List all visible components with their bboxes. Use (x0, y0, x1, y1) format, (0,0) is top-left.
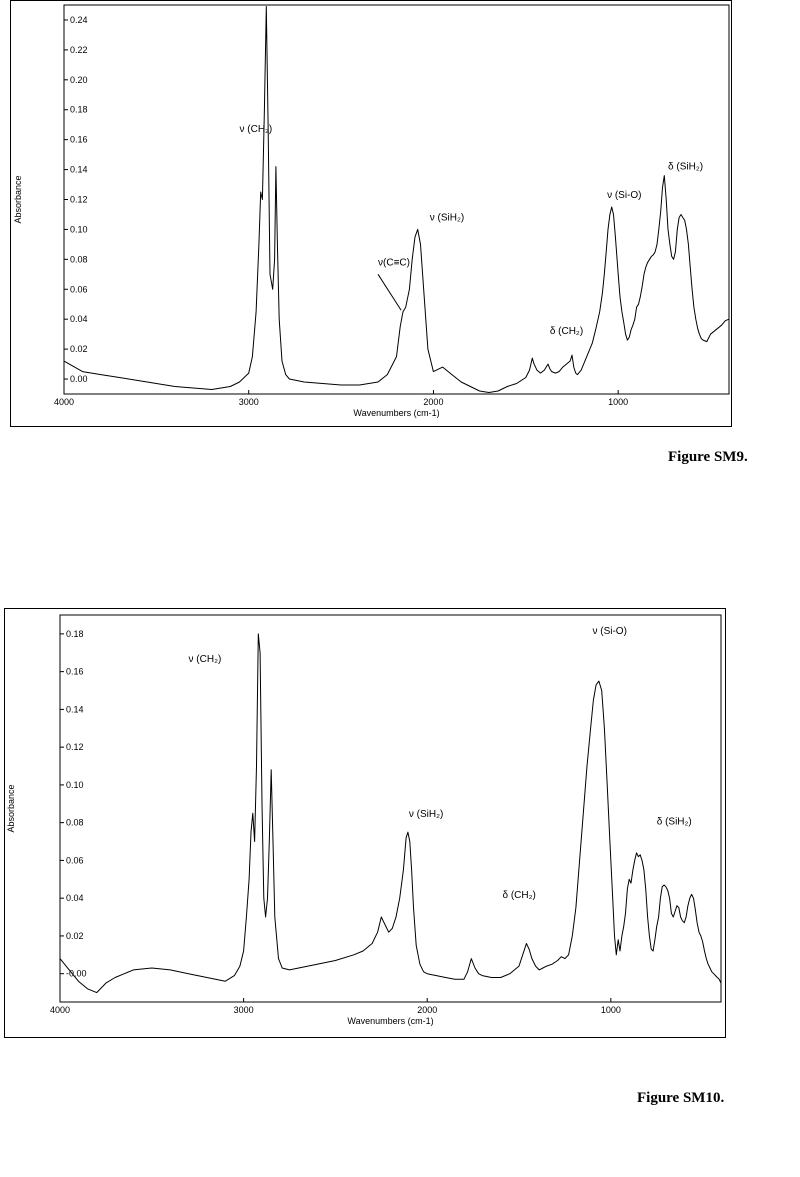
peak-annotation: δ (SiH₂) (668, 162, 703, 173)
y-tick-label: 0.20 (70, 75, 88, 85)
y-tick-label: 0.06 (66, 855, 84, 865)
chart-2-frame: -0.00 0.02 0.04 0.06 0.08 0.10 0.12 0.14 0.16 0.1… (4, 608, 726, 1038)
chart-1-frame: 0.00 0.02 0.04 0.06 0.08 0.10 0.12 0.14 0.16 0.18… (10, 0, 732, 427)
x-tick-label: 1000 (608, 397, 628, 407)
y-tick-label: 0.24 (70, 15, 88, 25)
y-tick-label: 0.22 (70, 45, 88, 55)
peak-annotation: ν(C≡C) (378, 257, 410, 268)
plot-area (59, 614, 722, 1003)
peak-annotation: ν (SiH₂) (430, 212, 464, 223)
peak-annotation: ν (CH₂) (189, 654, 222, 665)
y-tick-label: 0.06 (70, 284, 88, 294)
peak-annotation: ν (Si-O) (592, 626, 626, 637)
peak-annotation: δ (CH₂) (503, 890, 536, 901)
y-tick-label: 0.08 (70, 254, 88, 264)
chart-2-svg: -0.00 0.02 0.04 0.06 0.08 0.10 0.12 0.14 0.16 0.1… (6, 614, 722, 1026)
peak-annotation: ν (Si-O) (607, 190, 641, 201)
x-tick-label: 1000 (601, 1005, 621, 1015)
x-axis-label: Wavenumbers (cm-1) (347, 1016, 433, 1026)
chart-1-svg: 0.00 0.02 0.04 0.06 0.08 0.10 0.12 0.14 0.16 0.18… (13, 4, 730, 418)
y-tick-label: 0.16 (70, 135, 88, 145)
x-tick-label: 2000 (417, 1005, 437, 1015)
y-tick-label: 0.00 (70, 374, 88, 384)
spectrum-line (63, 6, 730, 393)
figure-caption-sm9: Figure SM9. (668, 449, 748, 465)
annotation-leader-line (377, 274, 402, 311)
y-tick-label: 0.02 (70, 344, 88, 354)
y-tick-label: 0.04 (70, 314, 88, 324)
y-axis-label: Absorbance (6, 784, 16, 832)
peak-annotation: δ (CH₂) (550, 326, 583, 337)
y-tick-label: 0.12 (70, 195, 88, 205)
y-tick-label: 0.16 (66, 667, 84, 677)
y-tick-label: 0.08 (66, 818, 84, 828)
spectrum-line (59, 633, 722, 994)
peak-annotation: ν (CH₂) (239, 124, 272, 135)
y-tick-label: 0.10 (70, 224, 88, 234)
y-tick-label: 0.12 (66, 742, 84, 752)
y-tick-label: 0.10 (66, 780, 84, 790)
peak-annotation: δ (SiH₂) (657, 817, 692, 828)
y-tick-label: -0.00 (66, 969, 87, 979)
y-tick-label: 0.18 (66, 629, 84, 639)
x-tick-label: 3000 (234, 1005, 254, 1015)
peak-annotation: ν (SiH₂) (409, 809, 443, 820)
y-tick-label: 0.14 (70, 165, 88, 175)
x-tick-label: 2000 (423, 397, 443, 407)
x-axis-label: Wavenumbers (cm-1) (353, 408, 439, 418)
y-tick-label: 0.02 (66, 931, 84, 941)
figure-caption-sm10: Figure SM10. (637, 1090, 725, 1106)
y-tick-label: 0.18 (70, 105, 88, 115)
y-tick-label: 0.14 (66, 704, 84, 714)
x-tick-label: 4000 (50, 1005, 70, 1015)
y-tick-label: 0.04 (66, 893, 84, 903)
x-tick-label: 3000 (239, 397, 259, 407)
x-tick-label: 4000 (54, 397, 74, 407)
y-axis-label: Absorbance (13, 175, 23, 223)
